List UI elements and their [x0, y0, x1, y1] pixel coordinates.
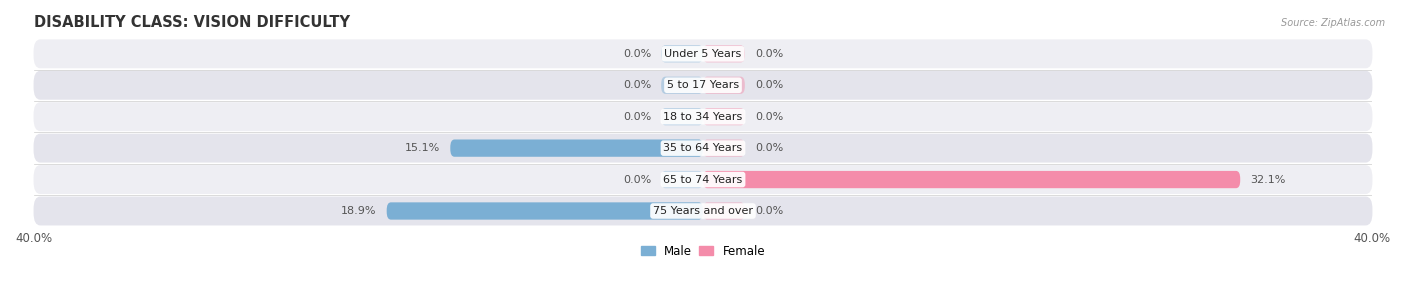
FancyBboxPatch shape — [34, 165, 1372, 194]
FancyBboxPatch shape — [661, 171, 703, 188]
FancyBboxPatch shape — [661, 45, 703, 62]
Text: 0.0%: 0.0% — [623, 80, 651, 90]
FancyBboxPatch shape — [34, 196, 1372, 226]
FancyBboxPatch shape — [703, 171, 1240, 188]
Text: 0.0%: 0.0% — [755, 112, 783, 122]
Text: 0.0%: 0.0% — [623, 112, 651, 122]
Text: 75 Years and over: 75 Years and over — [652, 206, 754, 216]
Text: Source: ZipAtlas.com: Source: ZipAtlas.com — [1281, 18, 1385, 28]
Text: 18 to 34 Years: 18 to 34 Years — [664, 112, 742, 122]
FancyBboxPatch shape — [661, 76, 703, 94]
FancyBboxPatch shape — [34, 71, 1372, 100]
FancyBboxPatch shape — [703, 76, 745, 94]
Text: 5 to 17 Years: 5 to 17 Years — [666, 80, 740, 90]
FancyBboxPatch shape — [387, 202, 703, 220]
Text: 0.0%: 0.0% — [755, 49, 783, 59]
Text: DISABILITY CLASS: VISION DIFFICULTY: DISABILITY CLASS: VISION DIFFICULTY — [34, 15, 350, 30]
FancyBboxPatch shape — [703, 45, 745, 62]
FancyBboxPatch shape — [34, 102, 1372, 131]
Text: 32.1%: 32.1% — [1250, 174, 1285, 185]
Text: 65 to 74 Years: 65 to 74 Years — [664, 174, 742, 185]
Text: 18.9%: 18.9% — [342, 206, 377, 216]
Text: 35 to 64 Years: 35 to 64 Years — [664, 143, 742, 153]
Legend: Male, Female: Male, Female — [636, 240, 770, 262]
Text: 0.0%: 0.0% — [755, 80, 783, 90]
Text: 0.0%: 0.0% — [623, 49, 651, 59]
Text: 0.0%: 0.0% — [623, 174, 651, 185]
Text: Under 5 Years: Under 5 Years — [665, 49, 741, 59]
FancyBboxPatch shape — [450, 140, 703, 157]
FancyBboxPatch shape — [703, 108, 745, 125]
FancyBboxPatch shape — [661, 108, 703, 125]
FancyBboxPatch shape — [703, 202, 745, 220]
Text: 15.1%: 15.1% — [405, 143, 440, 153]
Text: 0.0%: 0.0% — [755, 143, 783, 153]
Text: 0.0%: 0.0% — [755, 206, 783, 216]
FancyBboxPatch shape — [34, 134, 1372, 162]
FancyBboxPatch shape — [703, 140, 745, 157]
FancyBboxPatch shape — [34, 39, 1372, 68]
